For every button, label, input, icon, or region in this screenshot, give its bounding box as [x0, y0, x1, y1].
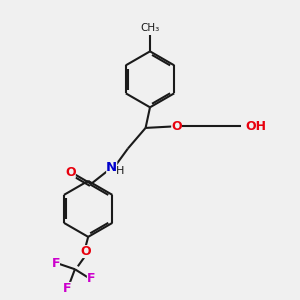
Text: N: N [106, 161, 117, 174]
Text: O: O [65, 166, 76, 178]
Text: F: F [63, 282, 72, 295]
Text: O: O [80, 245, 91, 258]
Text: F: F [52, 257, 60, 270]
Text: OH: OH [246, 120, 267, 133]
Text: F: F [87, 272, 95, 285]
Text: O: O [171, 120, 182, 133]
Text: H: H [116, 166, 125, 176]
Text: CH₃: CH₃ [140, 23, 160, 33]
